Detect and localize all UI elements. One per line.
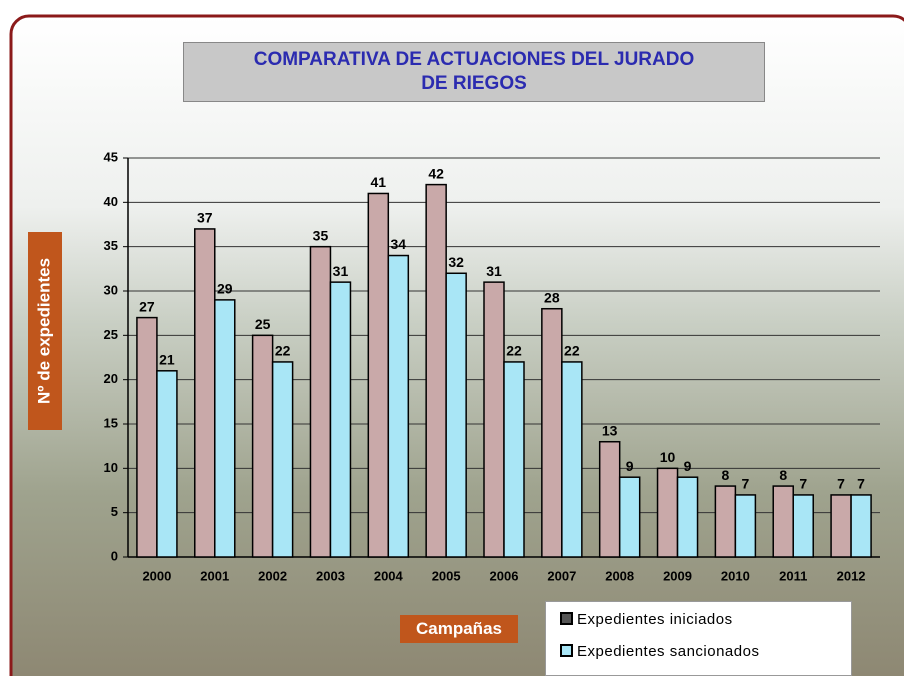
x-tick-label: 2006 [490,568,519,583]
bar [503,361,525,558]
x-tick-label: 2008 [605,568,634,583]
bar [387,254,410,558]
bar [214,299,236,558]
x-tick-label: 2009 [663,568,692,583]
bar [618,476,641,558]
value-label: 8 [721,467,729,483]
value-label: 7 [857,476,865,492]
legend-item: Expedientes sancionados [560,642,759,662]
value-label: 34 [391,236,407,252]
x-tick-label: 2000 [142,568,171,583]
x-axis-label: Campañas [400,615,518,643]
y-tick-label: 35 [104,238,118,253]
value-label: 7 [799,476,807,492]
y-tick-label: 45 [104,149,118,164]
y-tick-label: 40 [104,194,118,209]
value-label: 35 [313,227,329,243]
bar [714,485,737,558]
legend-swatch [560,644,573,657]
bar [445,272,467,558]
x-tick-label: 2012 [837,568,866,583]
bar [329,281,352,558]
x-tick-label: 2005 [432,568,461,583]
value-label: 29 [217,281,233,297]
value-label: 21 [159,352,175,368]
x-tick-label: 2010 [721,568,750,583]
value-label: 32 [448,254,464,270]
bar [792,494,814,558]
x-tick-label: 2003 [316,568,345,583]
legend-label: Expedientes iniciados [577,611,733,628]
value-label: 9 [684,458,692,474]
value-label: 7 [837,476,845,492]
value-label: 27 [139,298,155,314]
bar [850,494,872,558]
bar [194,228,216,558]
value-label: 10 [660,449,676,465]
bar [541,307,563,558]
y-tick-label: 25 [104,327,118,342]
x-tick-label: 2002 [258,568,287,583]
y-tick-label: 20 [104,371,118,386]
value-label: 22 [275,343,291,359]
bar [772,485,794,558]
x-tick-label: 2004 [374,568,404,583]
bar [734,494,757,558]
legend-swatch [560,612,573,625]
bar [830,494,852,558]
y-tick-label: 15 [104,415,118,430]
x-tick-label: 2007 [547,568,576,583]
value-label: 7 [741,476,749,492]
value-label: 42 [428,165,444,181]
legend-item: Expedientes iniciados [560,610,733,630]
bar [483,281,505,558]
value-label: 13 [602,422,618,438]
value-label: 31 [333,263,349,279]
value-label: 37 [197,210,213,226]
value-label: 25 [255,316,271,332]
value-label: 28 [544,289,560,305]
bar [561,361,583,558]
bar [156,370,178,558]
y-tick-label: 0 [111,548,118,563]
bar [271,361,294,558]
y-tick-label: 30 [104,282,118,297]
y-tick-label: 5 [111,504,118,519]
bar [309,245,332,558]
value-label: 22 [564,343,580,359]
value-label: 8 [779,467,787,483]
y-axis-label: Nº de expedientes [34,258,53,404]
y-label-box [28,232,62,430]
legend-label: Expedientes sancionados [577,643,760,660]
bar [367,192,390,558]
x-tick-label: 2001 [200,568,229,583]
bar [676,476,699,558]
value-label: 9 [626,458,634,474]
bar [136,316,158,558]
value-label: 22 [506,343,522,359]
y-tick-label: 10 [104,460,118,475]
bar [598,440,621,558]
x-tick-label: 2011 [779,568,807,583]
bar [656,467,679,558]
value-label: 31 [486,263,502,279]
bar [251,334,274,558]
bar [425,183,447,558]
chart-title: COMPARATIVA DE ACTUACIONES DEL JURADO DE… [183,42,765,102]
legend: Expedientes iniciados Expedientes sancion… [545,601,852,676]
value-label: 41 [371,174,387,190]
